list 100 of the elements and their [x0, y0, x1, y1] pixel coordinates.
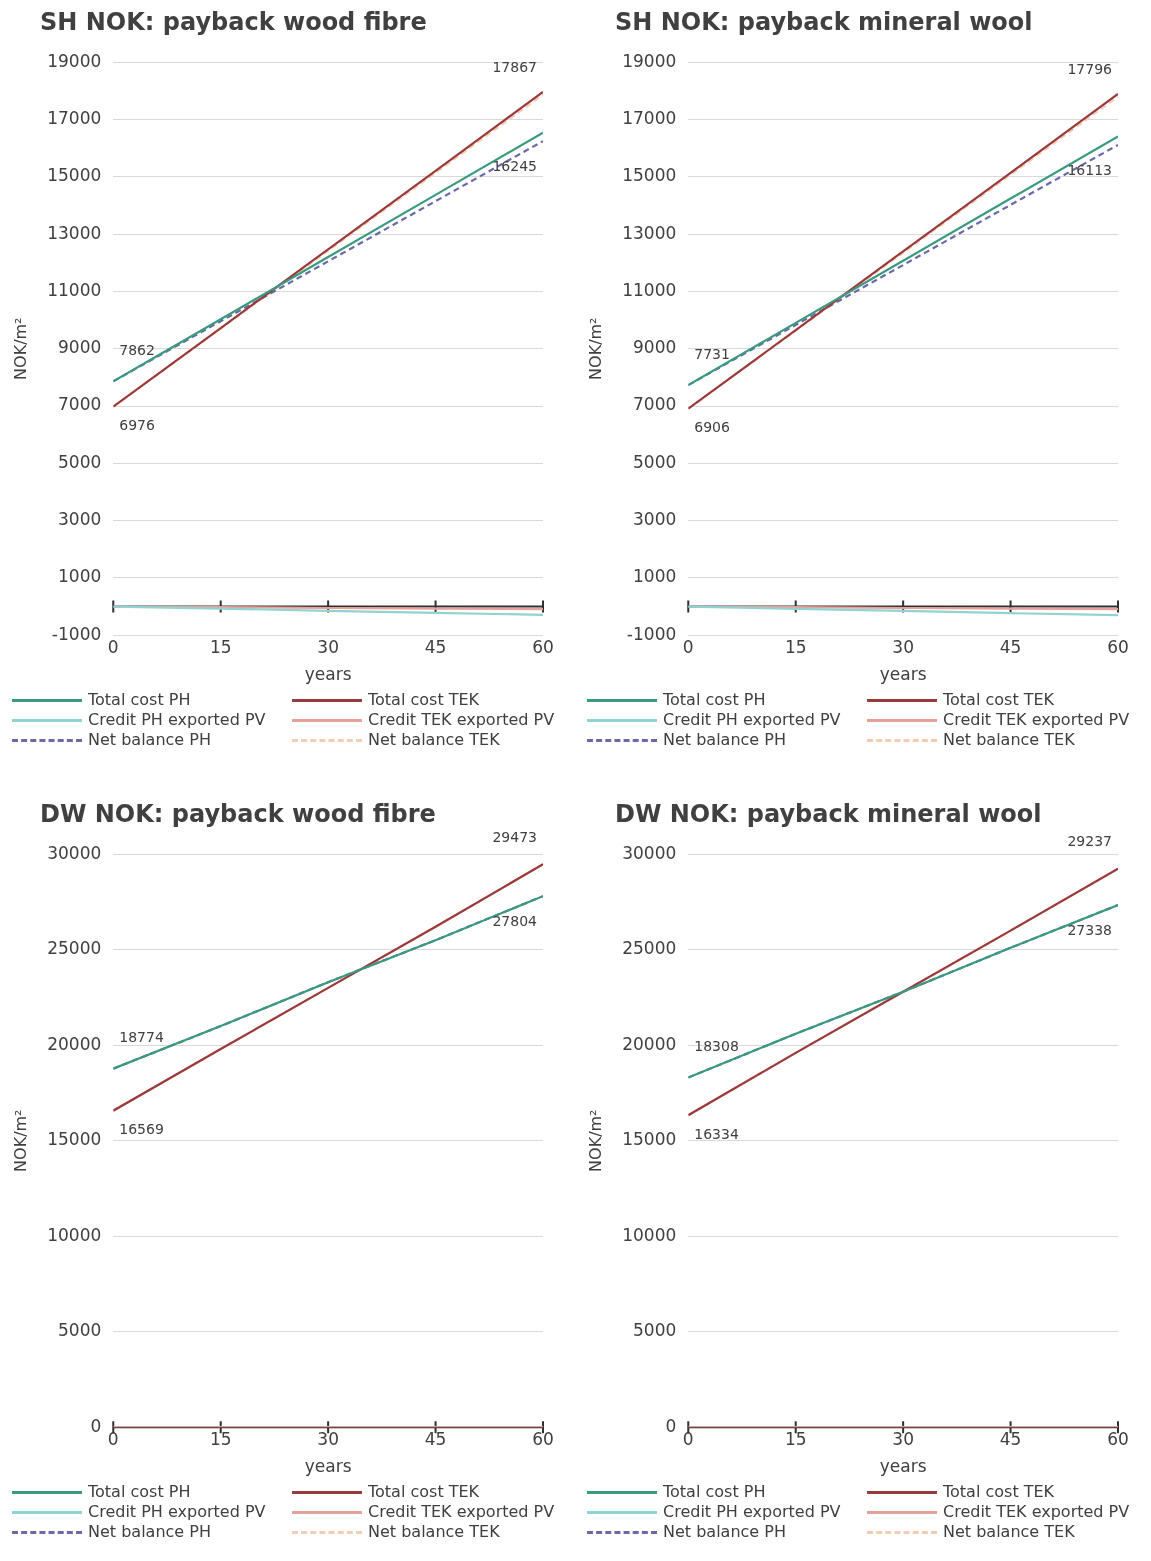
y-tick-label: 5000	[58, 1320, 102, 1341]
y-tick-label: 3000	[58, 509, 102, 530]
y-tick-label: 9000	[633, 337, 677, 358]
x-tick-label: 15	[209, 636, 232, 657]
legend-label: Net balance TEK	[368, 1522, 500, 1542]
legend-label: Credit PH exported PV	[663, 710, 841, 730]
legend-label: Net balance TEK	[943, 730, 1075, 750]
legend-label: Credit PH exported PV	[88, 710, 266, 730]
y-tick-label: 9000	[58, 337, 102, 358]
y-tick-label: 1000	[58, 566, 102, 587]
y-axis-title: NOK/m²	[10, 317, 30, 380]
x-tick-label: 15	[784, 1428, 807, 1449]
y-tick-label: 15000	[622, 1129, 677, 1150]
legend-label: Total cost TEK	[368, 1482, 480, 1502]
y-tick-label: 10000	[47, 1224, 102, 1245]
x-tick-label: 0	[107, 636, 119, 657]
x-tick-label: 45	[999, 1428, 1022, 1449]
y-tick-label: 15000	[47, 165, 102, 186]
x-axis-title: years	[304, 664, 352, 685]
legend-label: Credit TEK exported PV	[943, 710, 1130, 730]
y-tick-label: 11000	[47, 279, 102, 300]
x-tick-label: 30	[892, 636, 914, 657]
y-tick-label: 0	[90, 1415, 102, 1436]
y-tick-label: -1000	[626, 623, 677, 644]
x-tick-label: 60	[532, 1428, 554, 1449]
data-label: 16334	[694, 1125, 739, 1142]
data-label: 16113	[1067, 161, 1112, 178]
legend-label: Net balance PH	[88, 730, 211, 750]
chart-title: DW NOK: payback mineral wool	[615, 800, 1043, 830]
legend-label: Total cost PH	[88, 690, 191, 710]
y-axis-title: NOK/m²	[10, 1109, 30, 1172]
legend-label: Net balance TEK	[368, 730, 500, 750]
data-label: 6976	[119, 417, 155, 434]
legend-label: Credit TEK exported PV	[368, 1502, 555, 1522]
legend-label: Total cost TEK	[943, 690, 1055, 710]
legend-label: Total cost TEK	[943, 1482, 1055, 1502]
legend-label: Net balance PH	[663, 730, 786, 750]
y-tick-label: 30000	[622, 842, 677, 863]
x-tick-label: 15	[784, 636, 807, 657]
y-tick-label: 3000	[633, 509, 677, 530]
data-label: 27804	[492, 912, 538, 929]
y-tick-label: 19000	[622, 50, 677, 71]
x-tick-label: 30	[317, 1428, 339, 1449]
y-tick-label: 7000	[58, 394, 102, 415]
legend-label: Credit PH exported PV	[88, 1502, 266, 1522]
y-tick-label: 25000	[622, 938, 677, 959]
data-label: 18308	[694, 1038, 739, 1055]
y-tick-label: 20000	[622, 1033, 677, 1054]
legend-label: Total cost PH	[663, 1482, 766, 1502]
data-label: 16245	[492, 157, 537, 174]
x-tick-label: 30	[892, 1428, 914, 1449]
y-tick-label: 15000	[47, 1129, 102, 1150]
x-tick-label: 60	[1107, 1428, 1129, 1449]
y-tick-label: -1000	[51, 623, 102, 644]
y-tick-label: 5000	[58, 451, 102, 472]
legend-label: Total cost PH	[663, 690, 766, 710]
data-label: 17867	[492, 59, 537, 76]
x-tick-label: 0	[107, 1428, 119, 1449]
y-tick-label: 15000	[622, 165, 677, 186]
chart-title: SH NOK: payback wood fibre	[40, 8, 428, 38]
legend-label: Credit PH exported PV	[663, 1502, 841, 1522]
y-tick-label: 19000	[47, 50, 102, 71]
data-label: 6906	[694, 419, 730, 436]
x-axis-title: years	[879, 664, 927, 685]
y-tick-label: 17000	[622, 107, 677, 128]
y-tick-label: 10000	[622, 1224, 677, 1245]
x-tick-label: 0	[682, 1428, 694, 1449]
y-tick-label: 30000	[47, 842, 102, 863]
y-tick-label: 1000	[633, 566, 677, 587]
line-series	[113, 895, 543, 1070]
data-label: 7862	[119, 341, 155, 358]
legend-label: Total cost TEK	[368, 690, 480, 710]
y-tick-label: 0	[665, 1415, 677, 1436]
chart-title: SH NOK: payback mineral wool	[615, 8, 1034, 38]
data-label: 16569	[119, 1121, 164, 1138]
data-label: 7731	[694, 345, 730, 362]
y-tick-label: 11000	[622, 279, 677, 300]
y-tick-label: 13000	[622, 222, 677, 243]
y-tick-label: 25000	[47, 938, 102, 959]
y-axis-title: NOK/m²	[585, 317, 605, 380]
legend-label: Credit TEK exported PV	[368, 710, 555, 730]
x-tick-label: 60	[1107, 636, 1129, 657]
chart-title: DW NOK: payback wood fibre	[40, 800, 436, 828]
x-axis-title: years	[304, 1456, 352, 1477]
y-tick-label: 17000	[47, 107, 102, 128]
x-tick-label: 0	[682, 636, 694, 657]
x-tick-label: 45	[424, 636, 447, 657]
y-axis-title: NOK/m²	[585, 1109, 605, 1172]
x-axis-title: years	[879, 1456, 927, 1477]
legend-label: Credit TEK exported PV	[943, 1502, 1130, 1522]
y-tick-label: 5000	[633, 1320, 677, 1341]
y-tick-label: 7000	[633, 394, 677, 415]
data-label: 29473	[492, 828, 537, 845]
y-tick-label: 20000	[47, 1033, 102, 1054]
data-label: 18774	[119, 1029, 164, 1046]
legend-label: Net balance PH	[663, 1522, 786, 1542]
data-label: 27338	[1067, 921, 1112, 938]
data-label: 29237	[1067, 833, 1112, 850]
x-tick-label: 15	[209, 1428, 232, 1449]
x-tick-label: 45	[999, 636, 1022, 657]
